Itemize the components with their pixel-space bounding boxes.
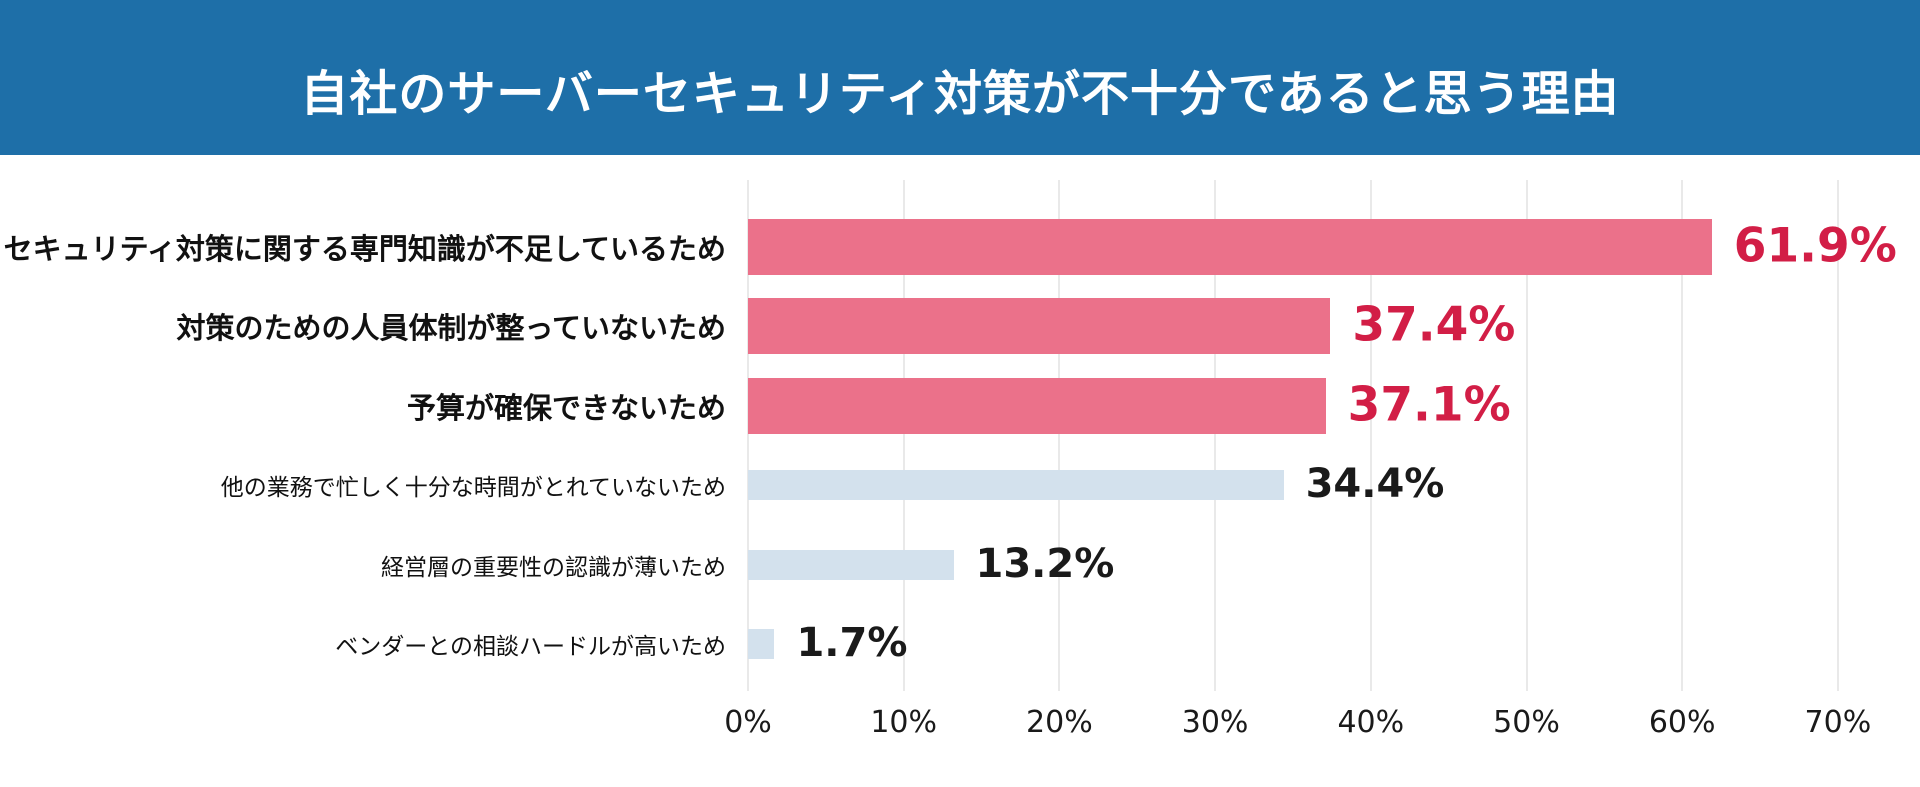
value-label: 34.4% <box>1305 461 1445 508</box>
gridline <box>1681 180 1684 691</box>
gridline <box>1369 180 1372 691</box>
category-label: 予算が確保できないため <box>406 390 726 425</box>
gridline <box>747 180 749 691</box>
x-axis-tick-label: 40% <box>1337 705 1405 740</box>
value-label: 13.2% <box>975 540 1115 587</box>
bar <box>748 549 954 580</box>
x-axis-tick-label: 30% <box>1181 705 1249 740</box>
gridline <box>1058 180 1061 691</box>
gridline <box>1214 180 1217 691</box>
value-label: 61.9% <box>1733 218 1897 274</box>
category-label: セキュリティ対策に関する専門知識が不足しているため <box>3 232 726 266</box>
bar <box>748 629 775 659</box>
bar <box>748 219 1712 275</box>
category-label: ベンダーとの相談ハードルが高いため <box>335 634 726 660</box>
gridline <box>1525 180 1528 691</box>
value-label: 37.1% <box>1347 377 1511 433</box>
x-axis-tick-label: 0% <box>724 705 772 740</box>
gridline <box>902 180 905 691</box>
category-label: 他の業務で忙しく十分な時間がとれていないため <box>220 475 726 502</box>
header-band: 自社のサーバーセキュリティ対策が不十分であると思う理由 <box>0 0 1920 155</box>
category-label: 対策のための人員体制が整っていないため <box>176 311 726 346</box>
bar <box>748 298 1331 355</box>
bar <box>748 470 1284 501</box>
x-axis-tick-label: 20% <box>1026 705 1093 740</box>
x-axis-tick-label: 10% <box>870 705 938 740</box>
gridline <box>1836 180 1839 691</box>
value-label: 1.7% <box>796 620 908 667</box>
chart-title: 自社のサーバーセキュリティ対策が不十分であると思う理由 <box>300 65 1620 122</box>
x-axis-tick-label: 70% <box>1804 705 1872 740</box>
x-axis-tick-label: 50% <box>1493 705 1560 740</box>
value-label: 37.4% <box>1352 297 1516 353</box>
category-label: 経営層の重要性の認識が薄いため <box>381 554 726 581</box>
bar <box>748 377 1326 434</box>
x-axis-tick-label: 60% <box>1648 705 1716 740</box>
